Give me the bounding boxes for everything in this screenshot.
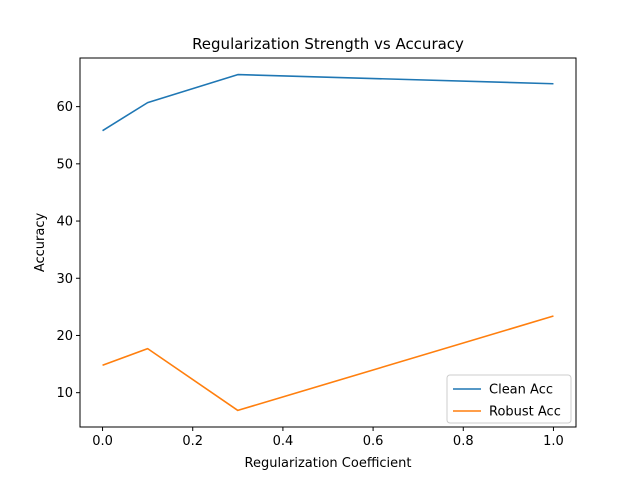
y-axis-label: Accuracy [33,213,48,273]
series-line-robust-acc [102,315,554,412]
x-tick-label: 0.6 [363,434,384,449]
axes-frame [79,57,577,428]
x-tick-label: 1.0 [543,434,564,449]
y-tick-label: 40 [56,215,73,230]
series-line-clean-acc [102,73,554,132]
y-tick-label: 60 [56,100,73,115]
y-tick-label: 20 [56,329,73,344]
x-tick-label: 0.4 [273,434,294,449]
x-tick-label: 0.2 [182,434,203,449]
x-tick-label: 0.8 [453,434,474,449]
y-tick-label: 30 [56,272,73,287]
y-axis: 10 20 30 40 50 60 [56,100,80,401]
x-axis-label: Regularization Coefficient [245,456,412,471]
plot-area [102,73,554,412]
legend-label-robust-acc: Robust Acc [489,405,561,420]
y-tick-label: 50 [56,157,73,172]
legend-label-clean-acc: Clean Acc [489,383,553,398]
y-tick-label: 10 [56,386,73,401]
legend: Clean Acc Robust Acc [446,374,572,424]
x-axis: 0.0 0.2 0.4 0.6 0.8 1.0 [92,427,564,449]
x-tick-label: 0.0 [92,434,113,449]
chart-title: Regularization Strength vs Accuracy [192,35,464,53]
